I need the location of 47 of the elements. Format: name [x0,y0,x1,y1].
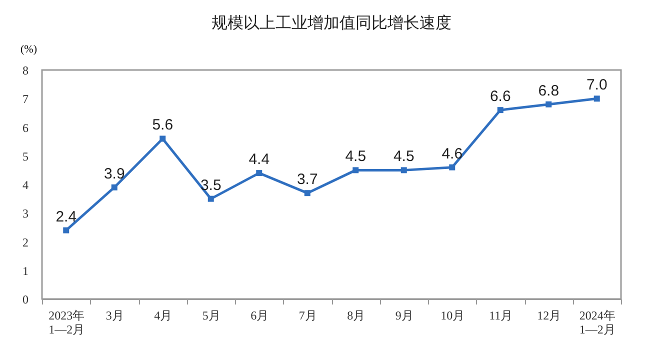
y-tick-label: 0 [22,292,28,306]
x-tick-label: 12月 [537,308,562,322]
x-tick-label: 6月 [250,308,269,322]
data-label: 5.6 [152,116,174,134]
y-tick-label: 3 [22,206,28,221]
data-label: 4.5 [345,148,366,166]
data-label: 7.0 [586,76,608,94]
x-tick-label: 9月 [395,308,414,322]
point [449,164,456,170]
x-tick-label: 11月 [489,308,513,322]
point [546,101,552,108]
y-tick-label: 8 [22,64,28,78]
point [304,190,310,196]
point [63,227,70,234]
y-tick-label: 4 [22,178,28,192]
data-label: 3.9 [104,165,125,182]
y-tick-label: 5 [22,149,28,164]
data-label: 4.6 [442,145,463,162]
point [111,184,118,190]
data-label: 3.5 [200,176,222,194]
x-tick-label: 3月 [106,308,124,322]
y-tick-label: 2 [22,235,28,250]
x-tick-label: 4月 [154,308,172,322]
point [256,170,262,176]
data-label: 3.7 [296,171,318,188]
data-label: 4.4 [248,151,270,168]
point [160,136,166,142]
x-tick-label: 5月 [202,308,220,322]
point [352,167,359,174]
x-tick-label: 2024年 1—2月 [579,308,616,336]
chart-title: 规模以上工业增加值同比增长速度 [212,13,452,32]
x-tick-label: 2023年 1—2月 [48,308,85,336]
y-axis-title: (%) [20,44,38,56]
data-label: 6.8 [538,82,560,100]
data-label: 6.6 [490,88,511,106]
x-tick-label: 8月 [347,308,366,322]
y-tick-label: 1 [22,264,28,278]
point [594,96,600,102]
point [208,196,214,202]
point [400,167,407,174]
data-label: 4.5 [393,148,414,166]
x-tick-label: 10月 [440,308,465,322]
point [497,107,504,114]
y-tick-label: 7 [22,92,28,106]
data-label: 2.4 [56,208,77,226]
x-tick-label: 7月 [298,308,317,322]
y-tick-label: 6 [22,120,28,135]
